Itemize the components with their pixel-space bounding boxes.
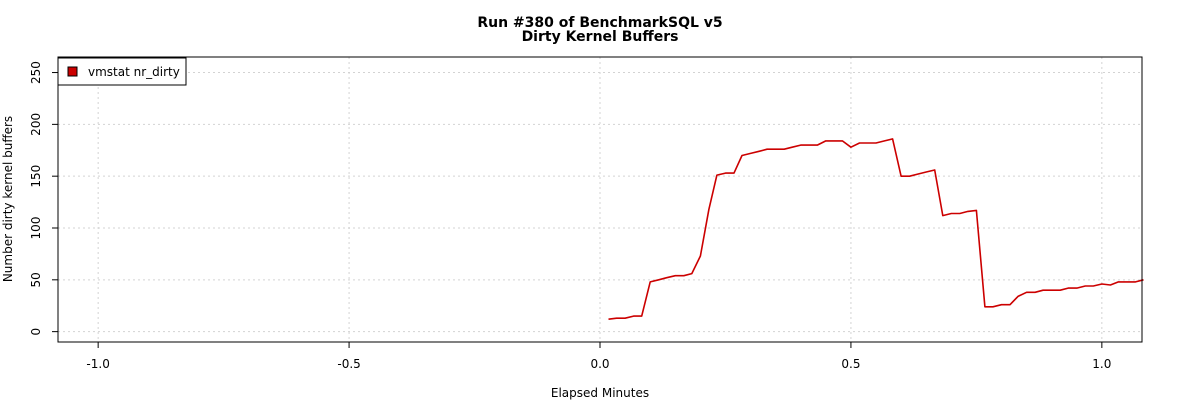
x-tick-label: 1.0 (1092, 357, 1111, 371)
y-tick-label: 150 (29, 165, 43, 188)
legend: vmstat nr_dirty (57, 57, 187, 86)
x-tick-label: 0.0 (590, 357, 609, 371)
legend-label: vmstat nr_dirty (88, 65, 180, 79)
y-axis-label: Number dirty kernel buffers (1, 116, 15, 282)
y-tick-label: 50 (29, 272, 43, 287)
series-layer (608, 138, 1144, 320)
y-tick-label: 250 (29, 61, 43, 84)
x-tick-label: -0.5 (337, 357, 360, 371)
x-axis: -1.0 -0.5 0.0 0.5 1.0 (86, 342, 1111, 371)
x-tick-label: -1.0 (86, 357, 109, 371)
legend-box (57, 57, 187, 86)
y-tick-label: 200 (29, 113, 43, 136)
y-tick-label: 0 (29, 328, 43, 336)
series-line (608, 138, 1144, 320)
y-axis: 0 50 100 150 200 250 (29, 61, 58, 335)
x-tick-label: 0.5 (841, 357, 860, 371)
y-tick-label: 100 (29, 217, 43, 240)
x-axis-label: Elapsed Minutes (551, 386, 649, 400)
chart-title: Run #380 of BenchmarkSQL v5 (477, 15, 722, 31)
grid (58, 57, 1142, 342)
chart-subtitle: Dirty Kernel Buffers (522, 29, 679, 45)
legend-swatch (67, 66, 78, 77)
